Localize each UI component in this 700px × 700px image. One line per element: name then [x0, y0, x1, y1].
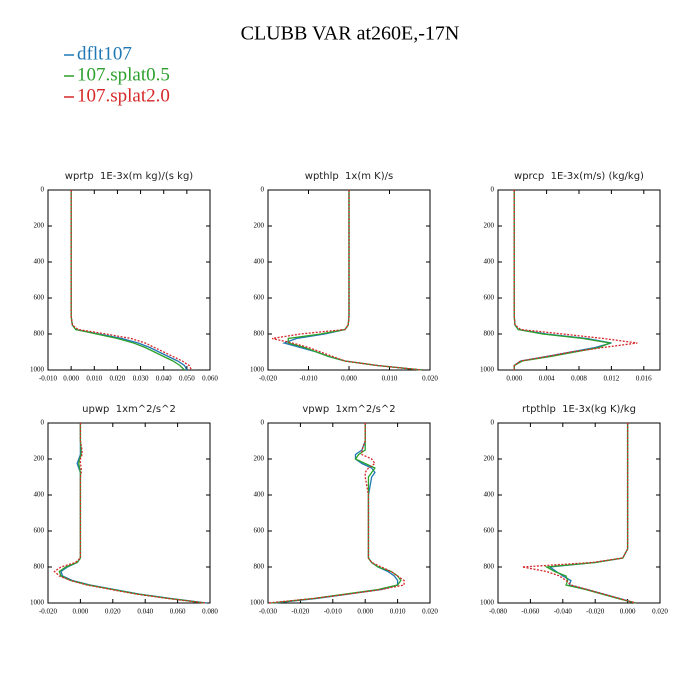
panel-title: vpwp 1xm^2/s^2	[302, 404, 395, 415]
y-tick-label: 1000	[30, 366, 45, 374]
y-tick-label: 1000	[250, 599, 265, 607]
x-tick-label: 0.000	[73, 608, 89, 616]
x-tick-label: 0.030	[133, 375, 149, 383]
y-tick-label: 800	[254, 330, 265, 338]
x-tick-label: 0.000	[63, 375, 79, 383]
x-tick-label: 0.020	[422, 375, 438, 383]
y-tick-label: 200	[484, 222, 495, 230]
y-tick-label: 800	[484, 330, 495, 338]
x-tick-label: 0.010	[382, 375, 398, 383]
plot-frame	[267, 422, 431, 604]
x-tick-label: -0.040	[554, 608, 573, 616]
y-tick-label: 0	[41, 419, 45, 427]
y-tick-label: 400	[34, 491, 45, 499]
y-tick-label: 600	[484, 294, 495, 302]
x-tick-label: 0.060	[202, 375, 218, 383]
x-tick-label: -0.020	[39, 608, 58, 616]
y-tick-label: 600	[254, 527, 265, 535]
y-tick-label: 400	[254, 491, 265, 499]
profile-line	[513, 190, 638, 370]
x-tick-label: -0.030	[259, 608, 278, 616]
x-tick-label: 0.020	[422, 608, 438, 616]
y-tick-label: 800	[254, 563, 265, 571]
x-tick-label: 0.060	[170, 608, 186, 616]
x-tick-label: 0.004	[539, 375, 555, 383]
legend-label: dflt107	[77, 43, 132, 64]
y-tick-label: 600	[34, 527, 45, 535]
y-tick-label: 1000	[30, 599, 45, 607]
x-tick-label: 0.040	[137, 608, 153, 616]
panel-title: wpthlp 1x(m K)/s	[305, 171, 393, 182]
y-tick-label: 0	[41, 186, 45, 194]
y-tick-label: 200	[34, 455, 45, 463]
y-tick-label: 0	[491, 186, 495, 194]
panel-title: wprtp 1E-3x(m kg)/(s kg)	[65, 171, 193, 182]
y-tick-label: 800	[34, 330, 45, 338]
panel-title: upwp 1xm^2/s^2	[82, 404, 176, 415]
y-tick-label: 800	[34, 563, 45, 571]
y-tick-label: 400	[34, 258, 45, 266]
x-tick-label: 0.000	[506, 375, 522, 383]
y-tick-label: 0	[491, 419, 495, 427]
y-tick-label: 200	[484, 455, 495, 463]
y-tick-label: 200	[34, 222, 45, 230]
y-tick-label: 400	[254, 258, 265, 266]
x-tick-label: 0.000	[620, 608, 636, 616]
y-tick-label: 600	[254, 294, 265, 302]
y-tick-label: 200	[254, 455, 265, 463]
plot-frame	[47, 422, 211, 604]
x-tick-label: -0.010	[299, 375, 318, 383]
profile-line	[70, 190, 193, 371]
y-tick-label: 400	[484, 491, 495, 499]
panel-title: wprcp 1E-3x(m/s) (kg/kg)	[514, 171, 644, 182]
x-tick-label: 0.000	[341, 375, 357, 383]
profile-line	[522, 423, 636, 604]
legend-label: 107.splat2.0	[77, 85, 170, 106]
y-tick-label: 600	[34, 294, 45, 302]
x-tick-label: 0.050	[179, 375, 195, 383]
y-tick-label: 400	[484, 258, 495, 266]
chart-title: CLUBB VAR at260E,-17N	[241, 23, 460, 45]
x-tick-label: 0.020	[105, 608, 121, 616]
x-tick-label: 0.016	[636, 375, 652, 383]
x-tick-label: -0.060	[521, 608, 540, 616]
panel-title: rtpthlp 1E-3x(kg K)/kg	[522, 404, 636, 415]
plot-frame	[497, 422, 661, 604]
y-tick-label: 0	[261, 186, 265, 194]
y-tick-label: 1000	[480, 366, 495, 374]
x-tick-label: 0.020	[652, 608, 668, 616]
profile-line	[53, 423, 206, 604]
y-tick-label: 1000	[480, 599, 495, 607]
x-tick-label: -0.020	[586, 608, 605, 616]
x-tick-label: 0.010	[390, 608, 406, 616]
x-tick-label: 0.010	[86, 375, 102, 383]
y-tick-label: 1000	[250, 366, 265, 374]
x-tick-label: -0.020	[291, 608, 310, 616]
legend-label: 107.splat0.5	[77, 64, 170, 85]
x-tick-label: -0.080	[489, 608, 508, 616]
x-tick-label: 0.012	[604, 375, 620, 383]
y-tick-label: 800	[484, 563, 495, 571]
y-tick-label: 0	[261, 419, 265, 427]
x-tick-label: -0.020	[259, 375, 278, 383]
x-tick-label: 0.080	[202, 608, 218, 616]
x-tick-label: 0.008	[571, 375, 587, 383]
x-tick-label: -0.010	[324, 608, 343, 616]
y-tick-label: 600	[484, 527, 495, 535]
x-tick-label: 0.040	[156, 375, 172, 383]
x-tick-label: -0.010	[39, 375, 58, 383]
x-tick-label: 0.000	[357, 608, 373, 616]
x-tick-label: 0.020	[110, 375, 126, 383]
profile-line	[271, 190, 422, 371]
y-tick-label: 200	[254, 222, 265, 230]
plot-frame	[47, 189, 211, 371]
profile-line	[267, 423, 405, 604]
